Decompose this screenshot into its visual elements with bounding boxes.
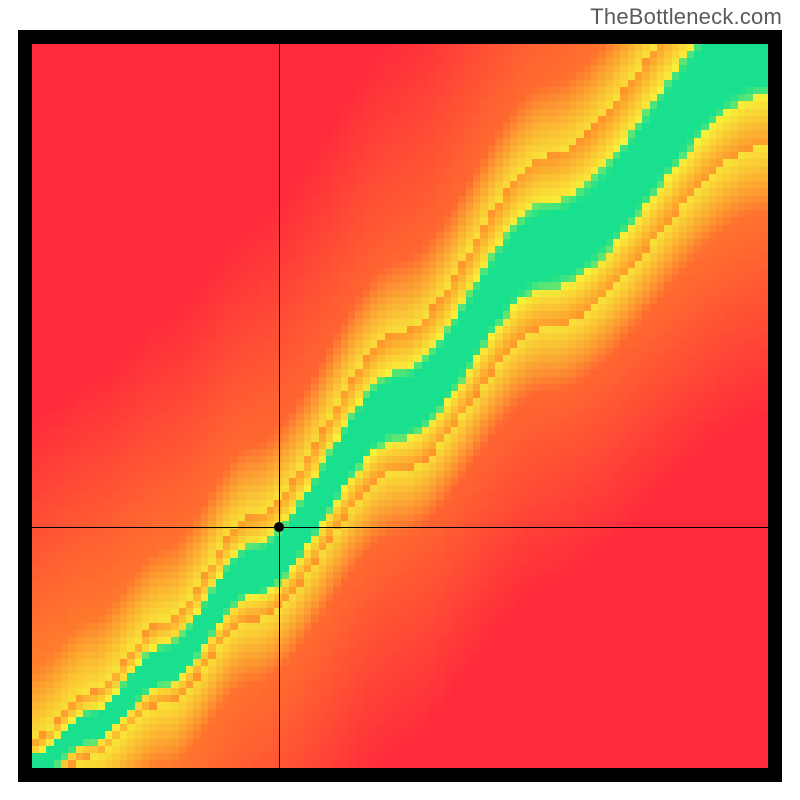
heatmap-canvas: [32, 44, 768, 768]
plot-inner: [32, 44, 768, 768]
crosshair-vertical: [279, 44, 280, 768]
plot-frame: [18, 30, 782, 782]
marker-dot: [274, 522, 284, 532]
chart-container: TheBottleneck.com: [0, 0, 800, 800]
crosshair-horizontal: [32, 527, 768, 528]
watermark-text: TheBottleneck.com: [590, 4, 782, 30]
